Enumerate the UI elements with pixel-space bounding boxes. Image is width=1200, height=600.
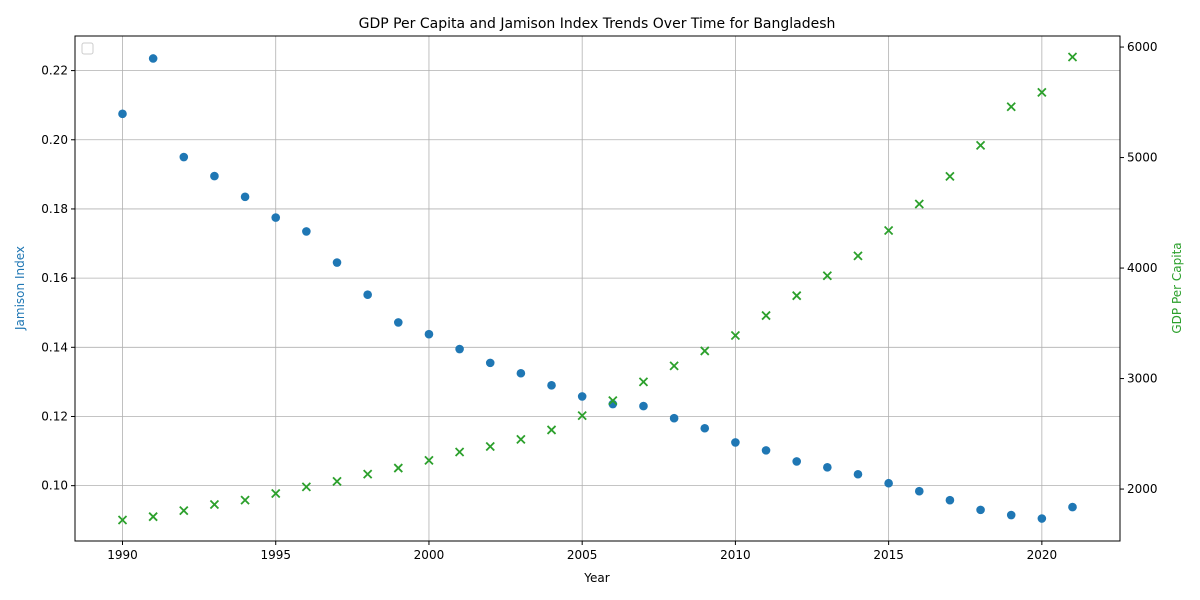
gdp-point bbox=[761, 310, 771, 321]
right-y-axis-title: GDP Per Capita bbox=[1170, 242, 1184, 333]
plot-area-background bbox=[75, 36, 1120, 541]
gdp-point bbox=[332, 476, 342, 486]
jamison-point bbox=[761, 446, 771, 455]
jamison-point bbox=[792, 457, 801, 466]
gdp-point bbox=[485, 441, 495, 452]
jamison-point bbox=[731, 438, 740, 447]
x-tick-label: 2010 bbox=[720, 548, 751, 562]
gdp-point bbox=[454, 447, 465, 457]
gdp-point bbox=[209, 499, 220, 510]
jamison-point bbox=[639, 401, 648, 411]
gdp-point bbox=[117, 515, 128, 525]
jamison-point bbox=[485, 358, 495, 368]
jamison-point bbox=[1037, 514, 1047, 523]
axes: 1990 1995 2000 2005 2010 2015 2020 0.10 0.12 0.14… bbox=[41, 40, 1157, 562]
gdp-point bbox=[669, 361, 679, 371]
jamison-point bbox=[332, 258, 342, 267]
gdp-point bbox=[914, 199, 924, 209]
gdp-point bbox=[424, 455, 434, 465]
jamison-point bbox=[1068, 502, 1077, 512]
jamison-point bbox=[914, 486, 924, 496]
x-tick-label: 2005 bbox=[567, 548, 598, 562]
jamison-point bbox=[240, 192, 250, 202]
gdp-point bbox=[179, 505, 189, 516]
jamison-point bbox=[884, 478, 893, 488]
gdp-point bbox=[1067, 52, 1078, 62]
gdp-point bbox=[1006, 102, 1016, 112]
jamison-point bbox=[823, 463, 832, 472]
right-y-tick-label: 4000 bbox=[1127, 261, 1158, 275]
gdp-point bbox=[148, 512, 158, 522]
left-y-tick-label: 0.14 bbox=[41, 340, 68, 354]
jamison-point bbox=[945, 495, 955, 505]
gdp-point bbox=[577, 410, 587, 421]
gdp-point bbox=[853, 251, 863, 261]
x-tick-label: 2015 bbox=[873, 548, 904, 562]
jamison-point bbox=[271, 213, 281, 222]
gdp-point bbox=[883, 225, 894, 236]
jamison-point bbox=[363, 290, 372, 300]
left-y-axis-title: Jamison Index bbox=[13, 246, 27, 331]
left-y-tick-label: 0.12 bbox=[41, 409, 68, 423]
plot-frame bbox=[74, 35, 1121, 542]
gdp-point bbox=[792, 291, 802, 301]
jamison-point bbox=[118, 109, 127, 119]
gdp-point bbox=[822, 271, 832, 281]
jamison-point bbox=[455, 344, 464, 354]
right-y-tick-label: 2000 bbox=[1127, 482, 1158, 496]
data-marks bbox=[117, 52, 1078, 525]
gdp-point bbox=[516, 434, 526, 444]
left-y-tick-label: 0.18 bbox=[41, 202, 68, 216]
jamison-point bbox=[976, 505, 985, 515]
jamison-point bbox=[669, 413, 679, 423]
right-y-tick-label: 6000 bbox=[1127, 40, 1158, 54]
jamison-point bbox=[1006, 510, 1016, 520]
gdp-point bbox=[700, 346, 710, 356]
jamison-point bbox=[179, 152, 189, 162]
gdp-point bbox=[363, 469, 373, 479]
jamison-point bbox=[516, 368, 526, 378]
jamison-point bbox=[394, 318, 403, 327]
jamison-point bbox=[148, 54, 158, 63]
gdp-point bbox=[240, 495, 250, 505]
left-y-tick-label: 0.20 bbox=[41, 133, 68, 147]
gdp-point bbox=[638, 377, 649, 387]
chart-title: GDP Per Capita and Jamison Index Trends … bbox=[359, 16, 836, 32]
jamison-point bbox=[547, 381, 556, 390]
left-y-tick-label: 0.22 bbox=[41, 64, 68, 78]
gdp-point bbox=[608, 396, 618, 406]
legend-box bbox=[81, 42, 94, 55]
jamison-point bbox=[853, 469, 863, 479]
x-tick-label: 1995 bbox=[260, 548, 291, 562]
x-tick-label: 1990 bbox=[107, 548, 138, 562]
gdp-point bbox=[945, 171, 955, 181]
right-y-tick-label: 5000 bbox=[1127, 151, 1158, 165]
jamison-point bbox=[210, 171, 219, 181]
gdp-point bbox=[393, 463, 403, 473]
jamison-point bbox=[577, 392, 587, 401]
x-axis-title: Year bbox=[583, 571, 609, 585]
gdp-point bbox=[271, 488, 281, 499]
gdp-point bbox=[730, 330, 741, 341]
right-y-tick-label: 3000 bbox=[1127, 372, 1158, 386]
jamison-point bbox=[424, 329, 434, 339]
x-tick-label: 2020 bbox=[1027, 548, 1058, 562]
gdp-point bbox=[546, 425, 557, 435]
gdp-point bbox=[1037, 87, 1047, 97]
gdp-point bbox=[975, 140, 986, 151]
grid bbox=[75, 36, 1120, 541]
left-y-tick-label: 0.10 bbox=[41, 479, 68, 493]
gdp-point bbox=[301, 482, 312, 492]
jamison-point bbox=[302, 227, 311, 236]
jamison-point bbox=[700, 423, 710, 433]
x-tick-label: 2000 bbox=[414, 548, 445, 562]
left-y-tick-label: 0.16 bbox=[41, 271, 68, 285]
